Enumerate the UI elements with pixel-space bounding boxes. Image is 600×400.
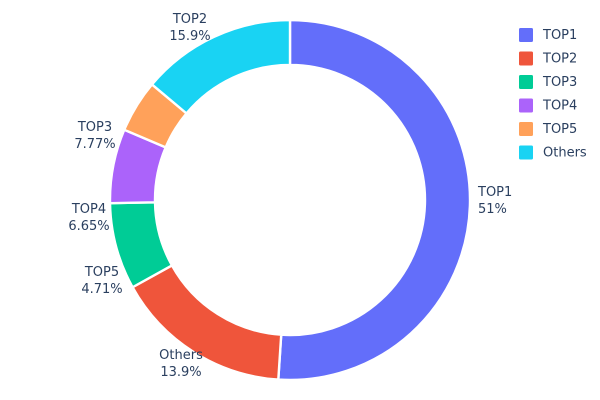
slice-label-name: TOP5: [84, 265, 119, 280]
slice-label-others: Others 13.9%: [159, 348, 203, 380]
slice-label-top5: TOP5 4.71%: [81, 265, 122, 297]
legend-item-top3[interactable]: TOP3: [519, 75, 577, 90]
slice-label-percent: 7.77%: [74, 137, 115, 152]
legend-swatch-icon: [519, 28, 533, 42]
slice-label-percent: 15.9%: [169, 29, 210, 44]
slice-label-percent: 6.65%: [68, 219, 109, 234]
legend-label: TOP3: [542, 75, 577, 90]
legend-label: TOP1: [542, 28, 577, 43]
slice-label-percent: 4.71%: [81, 282, 122, 297]
legend-item-top4[interactable]: TOP4: [519, 98, 577, 114]
pie-slice-others[interactable]: [150, 18, 292, 115]
legend[interactable]: TOP1 TOP2 TOP3 TOP4 TOP5 Others: [519, 28, 587, 161]
legend-swatch-icon: [519, 145, 533, 160]
slice-label-percent: 51%: [478, 202, 507, 217]
legend-item-others[interactable]: Others: [519, 145, 587, 161]
legend-item-top1[interactable]: TOP1: [519, 28, 577, 43]
slice-label-percent: 13.9%: [160, 365, 201, 380]
legend-label: TOP5: [542, 122, 577, 137]
legend-swatch-icon: [519, 98, 533, 113]
legend-swatch-icon: [519, 51, 533, 66]
legend-swatch-icon: [519, 75, 533, 89]
slice-labels: TOP1 51% TOP2 15.9% TOP3 7.77% TOP4 6.65% TOP5 4.…: [68, 12, 512, 380]
legend-item-top2[interactable]: TOP2: [519, 51, 577, 67]
slice-label-name: TOP3: [77, 120, 112, 135]
slice-label-top2: TOP2 15.9%: [169, 12, 210, 44]
slice-label-top1: TOP1 51%: [477, 185, 512, 217]
legend-label: Others: [543, 146, 587, 161]
pie-slices: [108, 18, 472, 382]
legend-swatch-icon: [519, 122, 533, 136]
pie-slice-top1[interactable]: [277, 18, 472, 382]
pie-slice-top2[interactable]: [131, 264, 283, 381]
slice-label-name: TOP2: [172, 12, 207, 27]
slice-label-name: TOP1: [477, 185, 512, 200]
slice-label-top3: TOP3 7.77%: [74, 120, 115, 152]
legend-label: TOP2: [542, 52, 577, 67]
slice-label-name: TOP4: [71, 202, 106, 217]
slice-label-name: Others: [159, 348, 203, 363]
legend-label: TOP4: [542, 99, 577, 114]
slice-label-top4: TOP4 6.65%: [68, 202, 109, 234]
legend-item-top5[interactable]: TOP5: [519, 122, 577, 137]
